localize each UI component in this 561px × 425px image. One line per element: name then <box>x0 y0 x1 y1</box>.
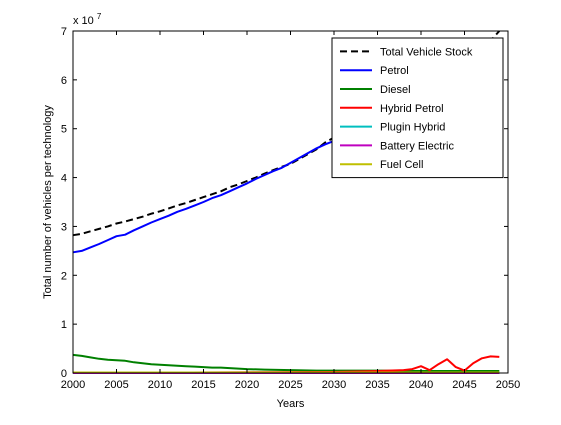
x-tick-label: 2005 <box>104 379 128 391</box>
x-tick-label: 2040 <box>409 379 433 391</box>
y-tick-label: 7 <box>61 26 67 38</box>
axes-layer: 2000 2005 2010 2015 2020 2025 2030 2035 2040 2045… <box>61 26 520 391</box>
y-tick-label: 3 <box>61 221 67 233</box>
x-tick-label: 2015 <box>191 379 215 391</box>
y-tick-label: 6 <box>61 75 67 87</box>
legend-label-battery-electric: Battery Electric <box>380 140 454 152</box>
y-tick-label: 0 <box>61 368 67 380</box>
x-tick-label: 2010 <box>148 379 172 391</box>
series-line-diesel <box>72 353 500 372</box>
x-tick-label: 2050 <box>496 379 520 391</box>
legend-label-petrol: Petrol <box>380 65 409 77</box>
x-tick-label: 2030 <box>322 379 346 391</box>
y-tick-label: 1 <box>61 319 67 331</box>
legend-label-hybrid-petrol: Hybrid Petrol <box>380 103 444 115</box>
y-exponent-power: 7 <box>97 12 102 21</box>
x-tick-label: 2035 <box>365 379 389 391</box>
series-line-petrol <box>72 139 335 254</box>
legend-label-fuel-cell: Fuel Cell <box>380 159 423 171</box>
series-line-hybrid-petrol <box>72 355 500 374</box>
legend-label-plugin-hybrid: Plugin Hybrid <box>380 122 445 134</box>
y-axis-label: Total number of vehicles per technology <box>42 105 54 299</box>
legend-label-total-vehicle-stock: Total Vehicle Stock <box>380 46 473 58</box>
y-tick-label: 5 <box>61 124 67 136</box>
legend: Total Vehicle Stock Petrol Diesel Hybrid Pe… <box>331 37 504 179</box>
y-tick-label: 2 <box>61 270 67 282</box>
x-tick-label: 2025 <box>278 379 302 391</box>
legend-label-diesel: Diesel <box>380 84 411 96</box>
x-tick-label: 2000 <box>61 379 85 391</box>
y-exponent-label: x 10 7 <box>73 12 102 27</box>
x-tick-label: 2045 <box>452 379 476 391</box>
x-axis-label: Years <box>277 398 305 410</box>
x-tick-label: 2020 <box>235 379 259 391</box>
y-tick-label: 4 <box>61 173 67 185</box>
y-exponent-base: x 10 <box>73 15 94 27</box>
